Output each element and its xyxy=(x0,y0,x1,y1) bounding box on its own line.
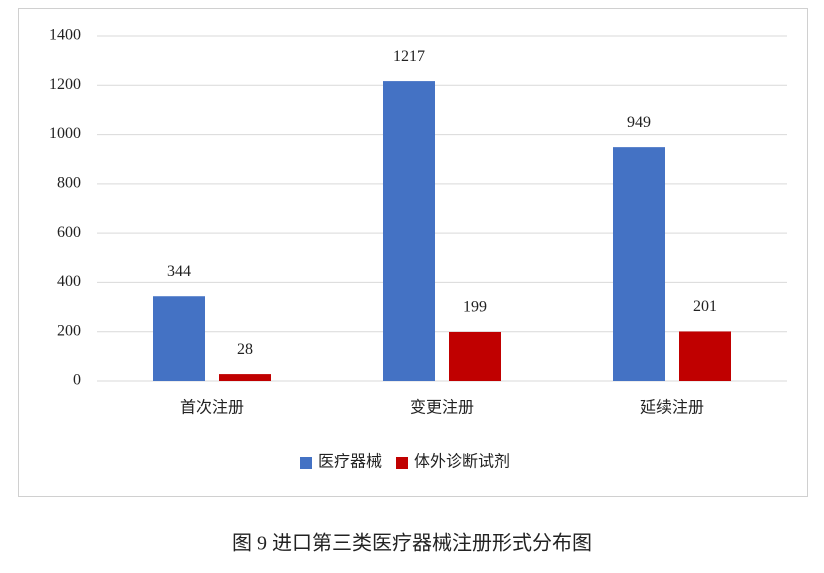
bar xyxy=(219,374,271,381)
y-tick-label: 200 xyxy=(57,322,81,339)
y-tick-label: 1000 xyxy=(49,125,81,142)
x-tick-label: 首次注册 xyxy=(180,399,244,417)
y-tick-label: 0 xyxy=(73,372,81,389)
y-tick-label: 600 xyxy=(57,224,81,241)
bar xyxy=(383,81,435,381)
legend-swatch xyxy=(300,457,312,469)
bar xyxy=(613,147,665,381)
y-tick-label: 800 xyxy=(57,175,81,192)
chart-caption: 图 9 进口第三类医疗器械注册形式分布图 xyxy=(232,532,592,555)
bar xyxy=(153,296,205,381)
data-label: 344 xyxy=(167,263,191,280)
data-label: 949 xyxy=(627,114,651,131)
data-label: 1217 xyxy=(393,48,425,65)
legend-label: 医疗器械 xyxy=(318,453,382,471)
data-label: 28 xyxy=(237,341,253,358)
y-tick-label: 1200 xyxy=(49,76,81,93)
legend-label: 体外诊断试剂 xyxy=(414,453,510,471)
bar xyxy=(449,331,501,381)
data-label: 199 xyxy=(463,299,487,316)
data-label: 201 xyxy=(693,298,717,315)
y-tick-label: 1400 xyxy=(49,27,81,44)
bar xyxy=(679,331,731,381)
x-tick-label: 变更注册 xyxy=(410,399,474,417)
x-tick-label: 延续注册 xyxy=(640,399,704,417)
y-tick-label: 400 xyxy=(57,273,81,290)
legend-swatch xyxy=(396,457,408,469)
